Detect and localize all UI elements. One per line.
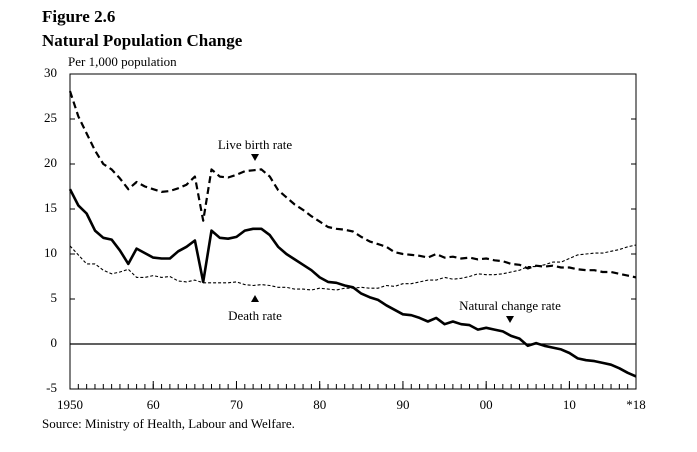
label-pointer [251, 154, 259, 161]
series-line [69, 244, 637, 291]
y-axis-label: Per 1,000 population [68, 54, 177, 69]
chart-subtitle: Natural Population Change [42, 31, 243, 50]
chart-title: Figure 2.6 [42, 7, 115, 26]
x-tick-label: 00 [480, 397, 493, 412]
x-tick-label: 60 [147, 397, 160, 412]
y-tick-label: 30 [44, 65, 57, 80]
x-tick-label: *18 [626, 397, 646, 412]
label-pointer [506, 316, 514, 323]
y-tick-label: 25 [44, 110, 57, 125]
series-label: Live birth rate [218, 137, 293, 152]
y-tick-label: 0 [51, 335, 58, 350]
series-line [68, 188, 637, 378]
x-tick-label: 70 [230, 397, 243, 412]
x-tick-label: 90 [396, 397, 409, 412]
y-tick-label: -5 [46, 380, 57, 395]
x-tick-label: 80 [313, 397, 326, 412]
y-tick-label: 15 [44, 200, 57, 215]
y-tick-label: 20 [44, 155, 57, 170]
label-pointer [251, 295, 259, 302]
y-tick-label: 5 [51, 290, 58, 305]
series-label: Natural change rate [459, 298, 561, 313]
x-tick-label: 10 [563, 397, 576, 412]
series-label: Death rate [228, 308, 282, 323]
x-tick-label: 1950 [57, 397, 83, 412]
source-note: Source: Ministry of Health, Labour and W… [42, 416, 295, 431]
series-line [68, 90, 637, 279]
y-tick-label: 10 [44, 245, 57, 260]
